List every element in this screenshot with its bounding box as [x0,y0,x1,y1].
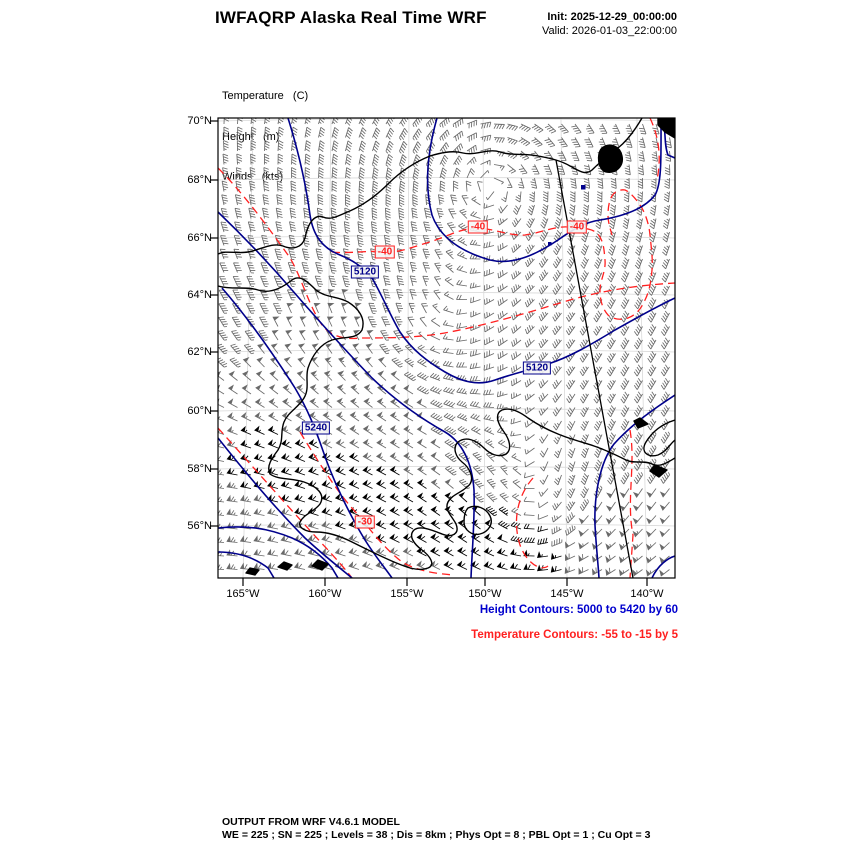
lat-tick-label: 66°N [187,232,212,244]
temp-contour-label: -30 [354,515,376,529]
coastline [218,118,675,576]
lon-tick-label: 155°W [390,588,424,600]
height-contour-label: 5240 [301,421,331,435]
temp-contour-label: -40 [467,220,489,234]
lat-tick-label: 68°N [187,174,212,186]
init-time: Init: 2025-12-29_00:00:00 [547,11,677,23]
lat-tick-label: 64°N [187,289,212,301]
model-output-line: OUTPUT FROM WRF V4.6.1 MODEL [222,816,400,828]
map-frame [217,117,676,579]
lon-tick-label: 160°W [308,588,342,600]
valid-time: Valid: 2026-01-03_22:00:00 [542,25,677,37]
page-title: IWFAQRP Alaska Real Time WRF [215,8,487,27]
forecast-map [210,117,676,586]
lon-tick-label: 150°W [468,588,502,600]
lat-tick-label: 62°N [187,346,212,358]
height-contour-caption: Height Contours: 5000 to 5420 by 60 [479,604,678,616]
legend-temperature: Temperature (C) [222,90,309,102]
height-contour-label: 5120 [522,361,552,375]
temp-contour-label: -40 [374,245,396,259]
map-ticks [210,120,648,586]
lat-tick-label: 60°N [187,405,212,417]
lon-tick-label: 140°W [630,588,664,600]
height-contours [218,118,675,578]
wind-barb-field [218,118,673,577]
lon-tick-label: 165°W [226,588,260,600]
lat-tick-label: 58°N [187,463,212,475]
lat-tick-label: 70°N [187,115,212,127]
temp-contour-label: -40 [566,220,588,234]
lon-tick-label: 145°W [550,588,584,600]
height-contour-label: 5120 [350,265,380,279]
station-markers [548,185,586,246]
lat-tick-label: 56°N [187,520,212,532]
model-config-line: WE = 225 ; SN = 225 ; Levels = 38 ; Dis … [222,829,651,841]
temperature-contour-caption: Temperature Contours: -55 to -15 by 5 [471,629,678,641]
